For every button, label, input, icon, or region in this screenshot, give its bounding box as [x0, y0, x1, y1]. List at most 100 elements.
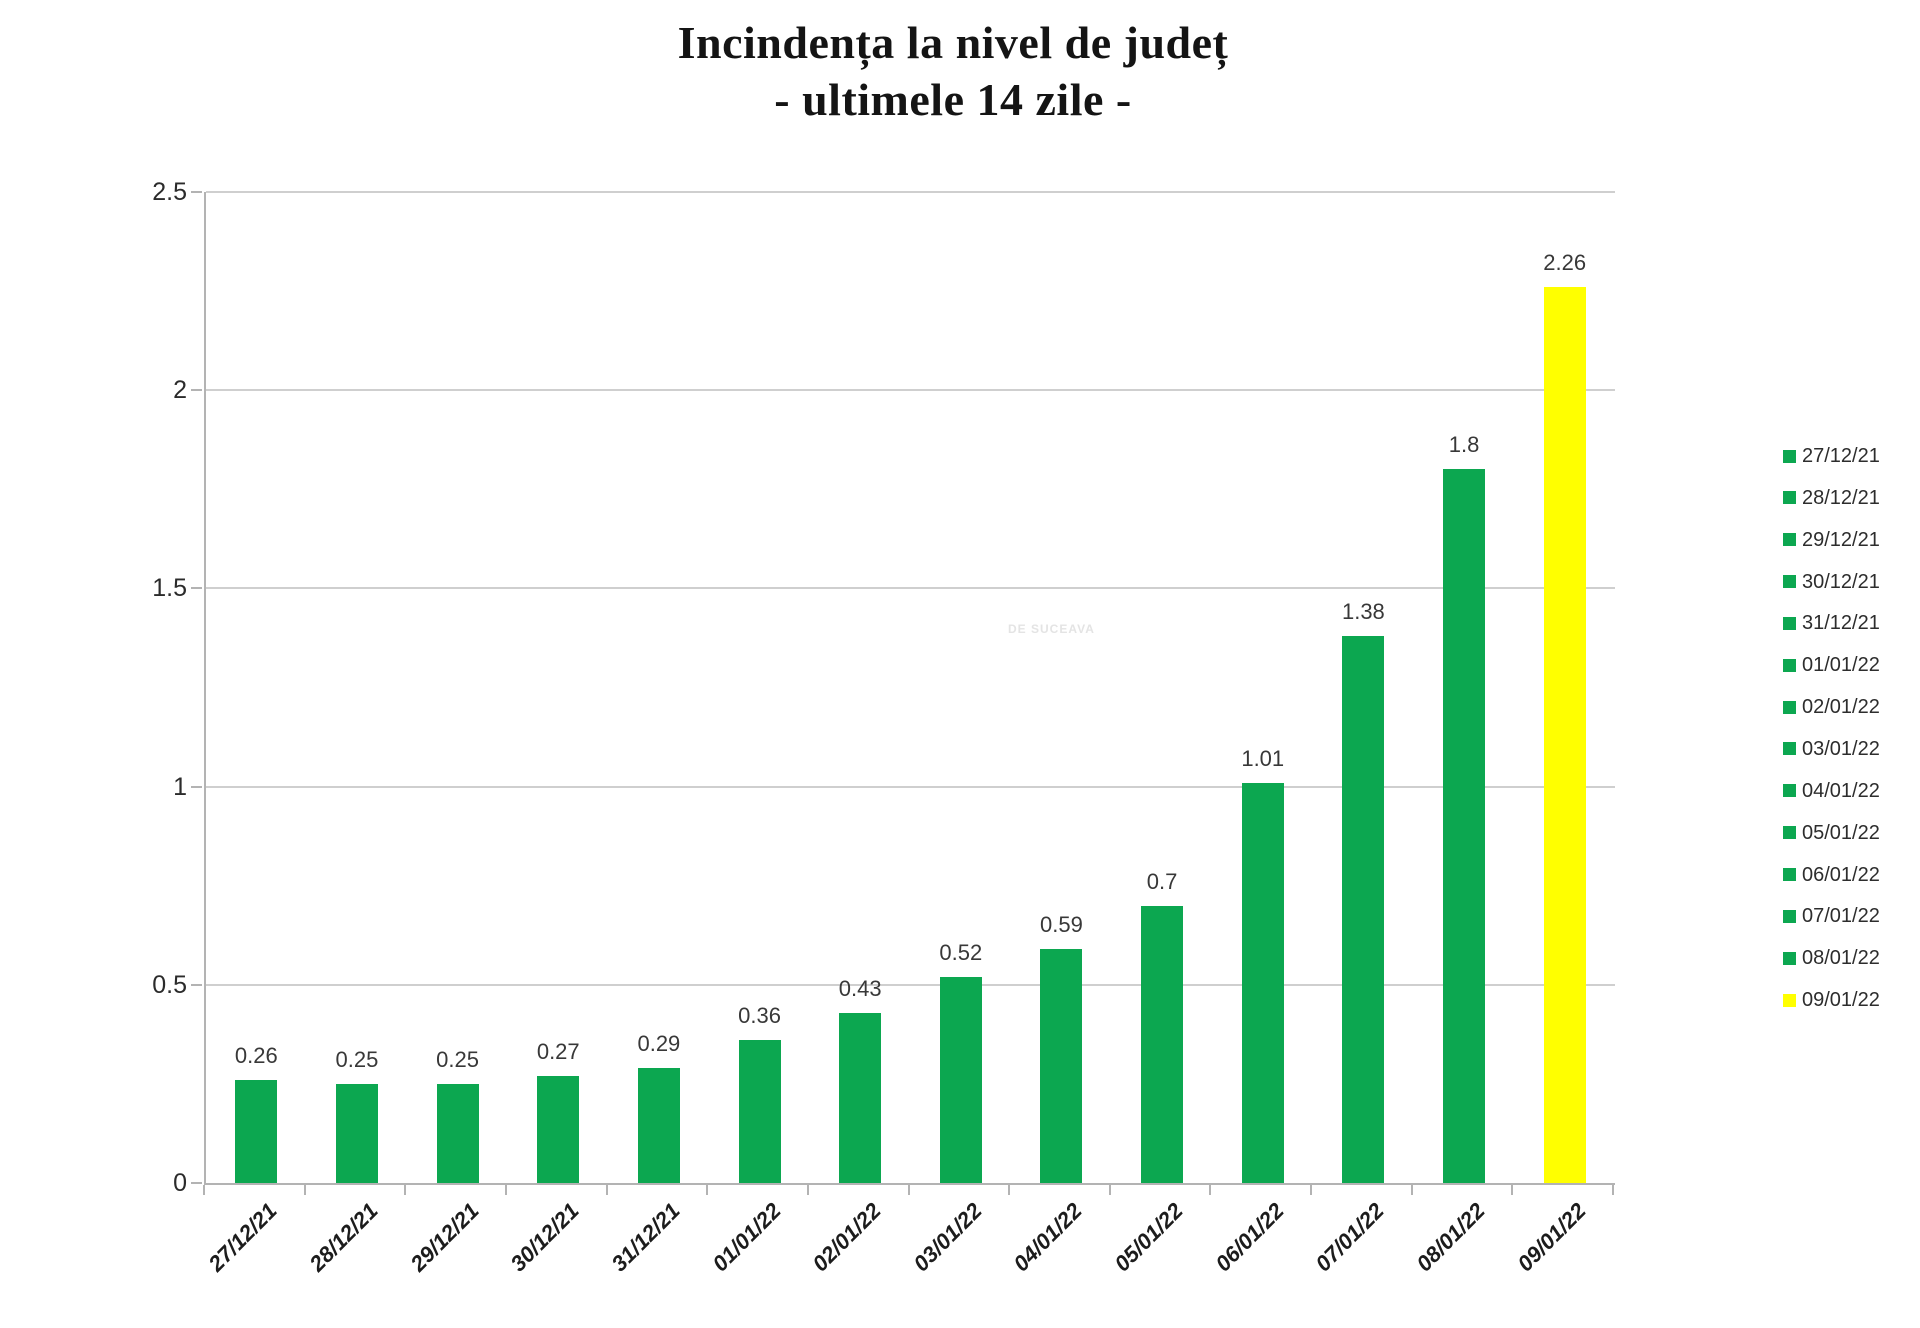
legend-swatch-icon [1783, 826, 1796, 840]
legend-item: 02/01/22 [1783, 695, 1880, 719]
x-tick [1008, 1185, 1011, 1195]
gridline [206, 587, 1615, 590]
x-tick [303, 1185, 306, 1195]
legend-label: 31/12/21 [1802, 612, 1880, 635]
legend-item: 08/01/22 [1783, 946, 1880, 970]
legend-item: 06/01/22 [1783, 863, 1880, 887]
legend-swatch-icon [1783, 658, 1796, 672]
bar-value-label: 0.59 [1040, 912, 1083, 938]
bar-value-label: 1.01 [1241, 745, 1285, 771]
legend-label: 28/12/21 [1802, 486, 1880, 509]
x-tick [1410, 1185, 1413, 1195]
legend-label: 05/01/22 [1802, 821, 1880, 844]
x-tick [1310, 1185, 1313, 1195]
bar-value-label: 0.7 [1146, 868, 1178, 894]
x-tick [605, 1185, 608, 1195]
x-tick [907, 1185, 910, 1195]
legend-label: 09/01/22 [1802, 989, 1880, 1012]
y-axis-label: 2 [173, 376, 187, 405]
legend-item: 30/12/21 [1783, 570, 1880, 594]
x-tick [706, 1185, 709, 1195]
bar-value-label: 0.52 [939, 939, 983, 965]
y-axis-label: 2.5 [152, 178, 187, 206]
x-axis-label: 09/01/22 [1512, 1198, 1591, 1277]
legend-label: 07/01/22 [1802, 905, 1880, 928]
legend-item: 05/01/22 [1783, 821, 1880, 845]
legend-label: 04/01/22 [1802, 779, 1880, 802]
y-tick [191, 587, 202, 590]
bar [839, 1012, 882, 1183]
bar-value-label: 1.38 [1341, 598, 1385, 624]
y-axis-label: 0.5 [152, 970, 187, 999]
legend-label: 01/01/22 [1802, 654, 1880, 677]
legend-item: 01/01/22 [1783, 653, 1880, 677]
legend-item: 09/01/22 [1783, 988, 1880, 1012]
y-tick [191, 785, 202, 788]
x-tick [1209, 1185, 1212, 1195]
legend-swatch-icon [1783, 700, 1796, 714]
legend-swatch-icon [1783, 951, 1796, 965]
legend-label: 30/12/21 [1802, 570, 1880, 593]
x-tick [504, 1185, 507, 1195]
legend-item: 04/01/22 [1783, 779, 1880, 803]
x-tick [203, 1185, 205, 1195]
bar [637, 1068, 680, 1183]
bar [1543, 287, 1586, 1183]
y-tick [191, 389, 202, 392]
legend-label: 06/01/22 [1802, 863, 1880, 886]
bar [1141, 905, 1184, 1183]
x-tick [1612, 1185, 1614, 1195]
legend: 27/12/21 28/12/21 29/12/21 30/12/21 31/12/21… [1783, 0, 1918, 1328]
y-tick [191, 1182, 202, 1184]
legend-item: 31/12/21 [1783, 611, 1880, 635]
bar [436, 1083, 479, 1183]
x-tick [1511, 1185, 1514, 1195]
bar-value-label: 0.25 [436, 1046, 479, 1072]
y-axis-label: 0 [173, 1169, 187, 1197]
gridline [206, 389, 1615, 392]
bar-value-label: 0.29 [637, 1031, 681, 1057]
bar-value-label: 0.26 [234, 1042, 278, 1068]
legend-swatch-icon [1783, 491, 1796, 505]
gridline [206, 983, 1615, 986]
bar [1040, 949, 1083, 1183]
legend-swatch-icon [1783, 616, 1796, 630]
bar [1241, 782, 1284, 1183]
bar [1443, 469, 1486, 1183]
x-tick [1108, 1185, 1111, 1195]
bar-value-label: 2.26 [1543, 250, 1587, 276]
legend-label: 08/01/22 [1802, 947, 1880, 970]
bar [537, 1075, 580, 1183]
watermark: DE SUCEAVA [1008, 622, 1095, 636]
bar-value-label: 0.36 [738, 1003, 781, 1029]
y-tick [191, 191, 202, 193]
x-tick [806, 1185, 809, 1195]
chart-title: Incindența la nivel de județ - ultimele … [0, 14, 1906, 128]
plot-area: 0.26 0.25 0.25 0.27 0.29 0.36 0.43 0.52 0.59 0.7 1… [204, 191, 1615, 1185]
chart-title-line2: - ultimele 14 zile - [774, 74, 1132, 125]
y-tick [191, 983, 202, 986]
legend-label: 02/01/22 [1802, 696, 1880, 719]
bar-value-label: 1.8 [1448, 432, 1480, 458]
legend-item: 07/01/22 [1783, 904, 1880, 928]
bar [235, 1079, 278, 1183]
bar [1342, 635, 1385, 1183]
legend-label: 03/01/22 [1802, 737, 1880, 760]
legend-item: 29/12/21 [1783, 528, 1880, 552]
gridline [206, 191, 1615, 193]
legend-swatch-icon [1783, 742, 1796, 756]
legend-item: 03/01/22 [1783, 737, 1880, 761]
legend-swatch-icon [1783, 533, 1796, 547]
bar [939, 976, 982, 1183]
legend-item: 27/12/21 [1783, 444, 1880, 468]
legend-swatch-icon [1783, 993, 1796, 1007]
legend-label: 27/12/21 [1802, 445, 1880, 467]
legend-item: 28/12/21 [1783, 486, 1880, 510]
bar-value-label: 0.43 [838, 975, 882, 1001]
legend-swatch-icon [1783, 909, 1796, 923]
bar-value-label: 0.27 [536, 1038, 580, 1064]
legend-swatch-icon [1783, 868, 1796, 881]
y-axis-label: 1.5 [152, 574, 187, 603]
chart-title-line1: Incindența la nivel de județ [677, 17, 1229, 68]
legend-swatch-icon [1783, 449, 1796, 463]
